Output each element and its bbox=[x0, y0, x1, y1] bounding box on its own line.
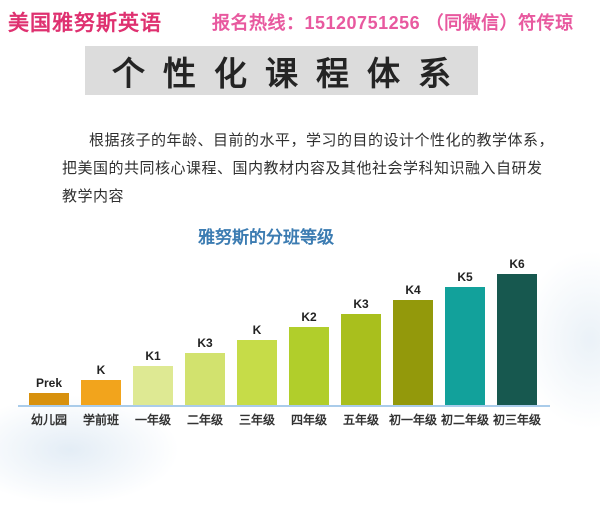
x-axis-label: 幼儿园 bbox=[30, 413, 67, 427]
bar bbox=[133, 366, 173, 406]
hotline-text: 报名热线：15120751256 （同微信）符传琼 bbox=[212, 13, 574, 33]
intro-line: 根据孩子的年龄、目前的水平，学习的目的设计个性化的教学体系， bbox=[89, 132, 555, 149]
x-axis-label: 三年级 bbox=[238, 413, 275, 427]
bar-column: K2 bbox=[289, 310, 329, 406]
bar-column: K4 bbox=[393, 283, 433, 406]
x-axis-label-cell: 三年级 bbox=[237, 411, 277, 428]
intro-paragraph: 根据孩子的年龄、目前的水平，学习的目的设计个性化的教学体系， 把美国的共同核心课… bbox=[62, 127, 554, 211]
x-axis-label-cell: 五年级 bbox=[341, 411, 381, 428]
brand-logo-text: 美国雅努斯英语 bbox=[8, 12, 162, 35]
bar-value-label: K1 bbox=[145, 349, 161, 364]
bar-column: K6 bbox=[497, 257, 537, 406]
intro-line: 把美国的共同核心课程、国内教材内容及其他社会学科知识融入自研发 bbox=[62, 160, 543, 177]
bar bbox=[497, 274, 537, 406]
x-axis-label: 四年级 bbox=[290, 413, 327, 427]
bar-column: Prek bbox=[29, 376, 69, 406]
x-axis-line bbox=[18, 405, 550, 407]
x-axis-label: 二年级 bbox=[186, 413, 223, 427]
x-axis-label: 初一年级 bbox=[389, 413, 438, 427]
x-axis-label-cell: 四年级 bbox=[289, 411, 329, 428]
bar bbox=[289, 326, 329, 406]
x-axis-label-cell: 初二年级 bbox=[441, 411, 489, 428]
chart-title: 雅努斯的分班等级 bbox=[198, 228, 334, 247]
section-title-text: 个性化课程体系 bbox=[112, 54, 469, 92]
bar bbox=[445, 287, 485, 406]
bar bbox=[29, 392, 69, 406]
bar bbox=[393, 300, 433, 406]
x-axis-label: 初三年级 bbox=[493, 413, 542, 427]
x-axis-label: 一年级 bbox=[134, 413, 171, 427]
x-axis-label-cell: 初三年级 bbox=[493, 411, 541, 428]
x-axis-label: 学前班 bbox=[82, 413, 119, 427]
bar-value-label: K3 bbox=[197, 336, 213, 351]
x-axis-label-cell: 学前班 bbox=[81, 411, 121, 428]
bar-column: K3 bbox=[341, 297, 381, 406]
x-axis-label-cell: 一年级 bbox=[133, 411, 173, 428]
bar-value-label: Prek bbox=[35, 375, 63, 390]
bar bbox=[81, 379, 121, 406]
bar bbox=[341, 313, 381, 406]
bar bbox=[185, 353, 225, 406]
bar-column: K bbox=[81, 363, 121, 406]
bar-value-label: K2 bbox=[301, 309, 317, 324]
bar-column: K1 bbox=[133, 349, 173, 406]
x-axis-label: 初二年级 bbox=[441, 413, 490, 427]
bar bbox=[237, 340, 277, 406]
bar-chart: Prek K K1 K3 K K2 K3 K4 K5 K6 bbox=[29, 250, 537, 406]
bar-column: K bbox=[237, 323, 277, 406]
bar-value-label: K bbox=[96, 362, 106, 377]
bar-value-label: K4 bbox=[405, 283, 421, 298]
bar-column: K3 bbox=[185, 336, 225, 406]
intro-line: 教学内容 bbox=[62, 188, 125, 205]
x-axis-labels: 幼儿园 学前班 一年级 二年级 三年级 四年级 五年级 初一年级 初二年级 初三年级 bbox=[29, 411, 541, 428]
bar-value-label: K bbox=[252, 323, 262, 337]
bar-value-label: K3 bbox=[353, 296, 369, 311]
x-axis-label: 五年级 bbox=[342, 413, 379, 427]
section-title-banner: 个性化课程体系 bbox=[85, 46, 478, 95]
x-axis-label-cell: 二年级 bbox=[185, 411, 225, 428]
x-axis-label-cell: 幼儿园 bbox=[29, 411, 69, 428]
bar-value-label: K5 bbox=[457, 270, 473, 285]
promo-page: { "header": { "brand": "美国雅努斯英语", "brand… bbox=[0, 12, 600, 505]
x-axis-label-cell: 初一年级 bbox=[389, 411, 437, 428]
bar-value-label: K6 bbox=[509, 257, 525, 271]
bar-column: K5 bbox=[445, 270, 485, 406]
